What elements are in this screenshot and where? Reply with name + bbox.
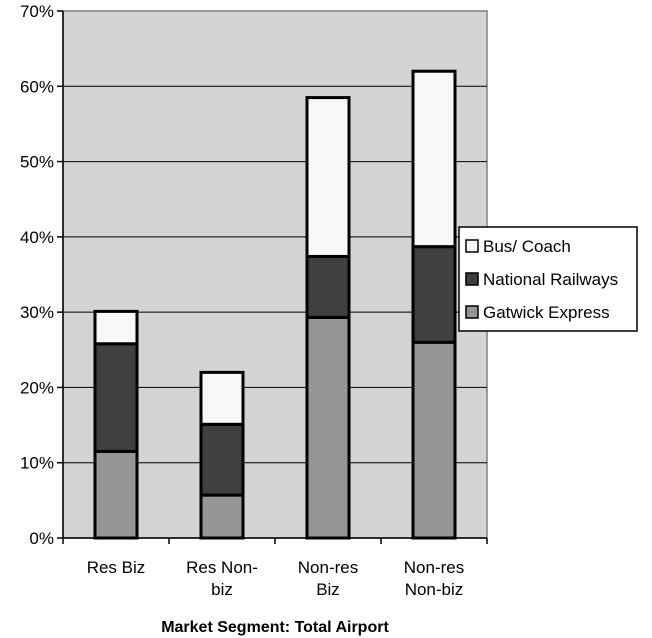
y-axis-ticks: 0% 10% 20% 30% 40% 50% 60% 70% bbox=[20, 2, 63, 548]
x-axis-label: Market Segment: Total Airport bbox=[161, 619, 389, 636]
y-tick-label: 70% bbox=[20, 2, 54, 21]
legend-label: National Railways bbox=[483, 270, 618, 289]
legend-swatch bbox=[465, 272, 479, 286]
bar-segment bbox=[305, 96, 351, 258]
bar-segment bbox=[199, 493, 245, 540]
x-axis-categories: Res Biz Res Non-biz Non-res Biz Non-res Non-b… bbox=[62, 538, 488, 599]
y-tick-label: 50% bbox=[20, 153, 54, 172]
bar-segment bbox=[199, 370, 245, 426]
bar-segment bbox=[93, 309, 139, 346]
x-tick-label: Res Non-biz bbox=[186, 558, 258, 599]
bar-segment bbox=[305, 254, 351, 319]
bar-segment bbox=[199, 422, 245, 497]
legend-label: Gatwick Express bbox=[483, 303, 610, 322]
y-tick-label: 10% bbox=[20, 454, 54, 473]
bar-segment bbox=[411, 340, 457, 540]
bars bbox=[93, 69, 457, 540]
legend-swatch bbox=[465, 239, 479, 253]
bar-segment bbox=[411, 245, 457, 344]
bar-segment bbox=[305, 315, 351, 540]
x-tick-label: Res Biz bbox=[87, 558, 146, 577]
y-tick-label: 40% bbox=[20, 228, 54, 247]
bar-segment bbox=[93, 449, 139, 540]
x-tick-label: Non-res Non-biz bbox=[404, 558, 464, 599]
legend-label: Bus/ Coach bbox=[483, 237, 571, 256]
y-tick-label: 60% bbox=[20, 77, 54, 96]
legend-box bbox=[458, 226, 638, 332]
y-tick-label: 20% bbox=[20, 378, 54, 397]
legend: Bus/ Coach National Railways Gatwick Expre… bbox=[458, 226, 638, 332]
y-tick-label: 30% bbox=[20, 303, 54, 322]
legend-swatch bbox=[465, 305, 479, 319]
y-tick-label: 0% bbox=[29, 529, 54, 548]
bar-segment bbox=[93, 342, 139, 453]
bar-segment bbox=[411, 69, 457, 249]
x-tick-label: Non-res Biz bbox=[298, 558, 358, 599]
